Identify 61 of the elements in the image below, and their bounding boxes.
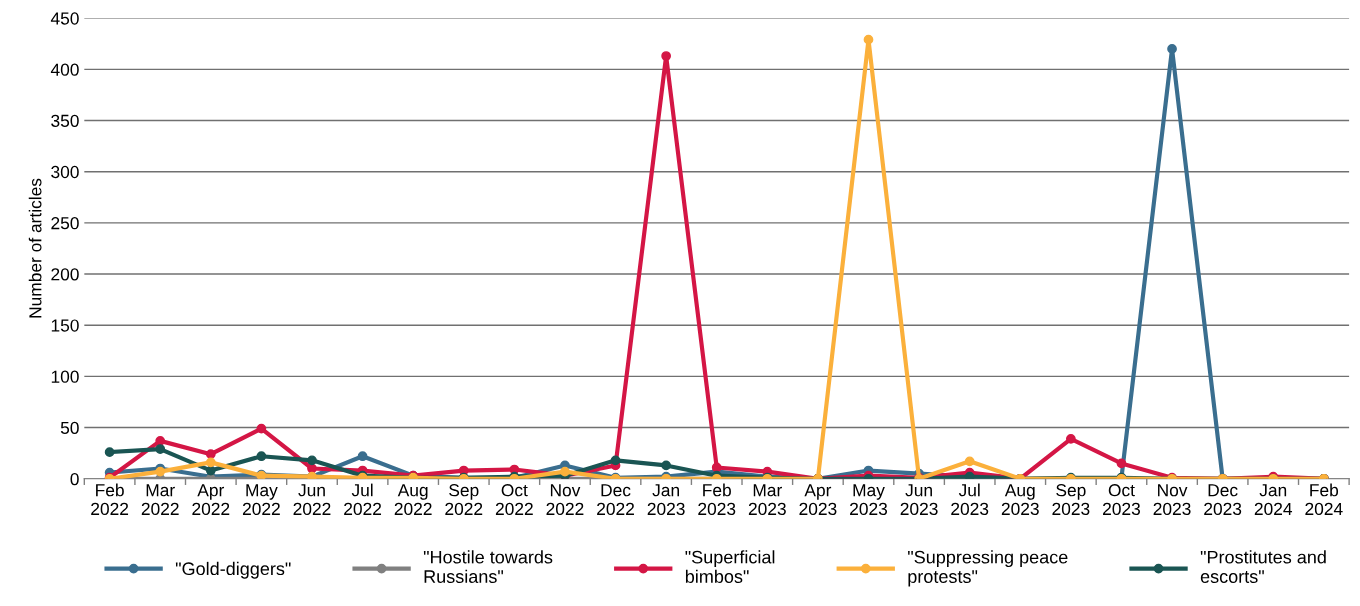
x-tick-label: Nov 2022 [546,484,584,516]
point [307,463,317,474]
y-tick-label: 100 [51,370,79,383]
legend-label: "Suppressing peace protests" [908,550,1068,587]
x-tick-label: Sep 2022 [445,484,483,516]
point [155,444,166,454]
x-tick-label: Feb 2023 [698,483,736,516]
x-tick-label: Dec 2023 [1204,484,1242,516]
point [256,423,267,434]
x-tick-label: Mar 2022 [141,484,179,516]
x-tick-label: May 2023 [850,484,888,516]
y-tick-label: 200 [51,268,79,281]
x-tick-label: Feb 2022 [91,483,129,516]
legend-label: "Gold-diggers" [175,561,291,579]
point [661,460,671,471]
x-tick-label: Jan 2023 [647,484,685,516]
y-tick-label: 300 [51,165,79,179]
point [104,447,115,457]
point [964,456,975,467]
x-tick-label: Nov 2023 [1153,484,1191,516]
y-tick-label: 0 [70,472,79,486]
y-tick-label: 250 [51,217,79,230]
x-tick-label: Jul 2023 [951,483,989,516]
point [357,451,368,462]
y-tick-label: 450 [50,12,79,25]
point [307,455,317,466]
point [205,465,216,476]
point [863,34,874,45]
x-tick-label: Apr 2022 [192,484,230,516]
legend-label: "Hostile towards Russians" [423,550,553,583]
point [256,451,267,462]
x-tick-label: Oct 2023 [1103,484,1141,516]
x-tick-label: Jul 2022 [344,483,382,516]
point [610,455,621,466]
x-tick-label: Apr 2023 [799,484,837,516]
y-tick-label: 400 [50,63,79,76]
legend-label: "Prostitutes and escorts" [1200,550,1326,583]
y-axis-title: Number of articles [28,178,42,318]
point [661,51,671,61]
x-tick-label: Sep 2023 [1052,484,1090,516]
point [560,466,570,477]
point [155,436,166,446]
x-tick-label: Mar 2023 [748,484,786,516]
x-tick-label: Jan 2024 [1254,484,1293,516]
legend-label: "Superficial bimbos" [685,550,775,583]
x-tick-label: Dec 2022 [597,484,634,516]
point [205,457,216,468]
x-tick-label: Aug 2023 [1001,484,1039,516]
y-tick-label: 50 [60,421,79,435]
y-tick-label: 150 [51,319,79,332]
x-tick-label: Jun 2022 [293,484,331,516]
x-tick-label: Jun 2023 [900,484,938,516]
point [1167,44,1177,54]
x-tick-label: Oct 2022 [495,484,533,516]
x-tick-label: Aug 2022 [394,484,432,516]
point [1066,433,1076,444]
point [205,449,216,460]
x-tick-label: Feb 2024 [1305,483,1343,516]
y-tick-label: 350 [51,114,79,127]
x-tick-label: May 2022 [242,484,280,516]
point [1116,458,1127,469]
